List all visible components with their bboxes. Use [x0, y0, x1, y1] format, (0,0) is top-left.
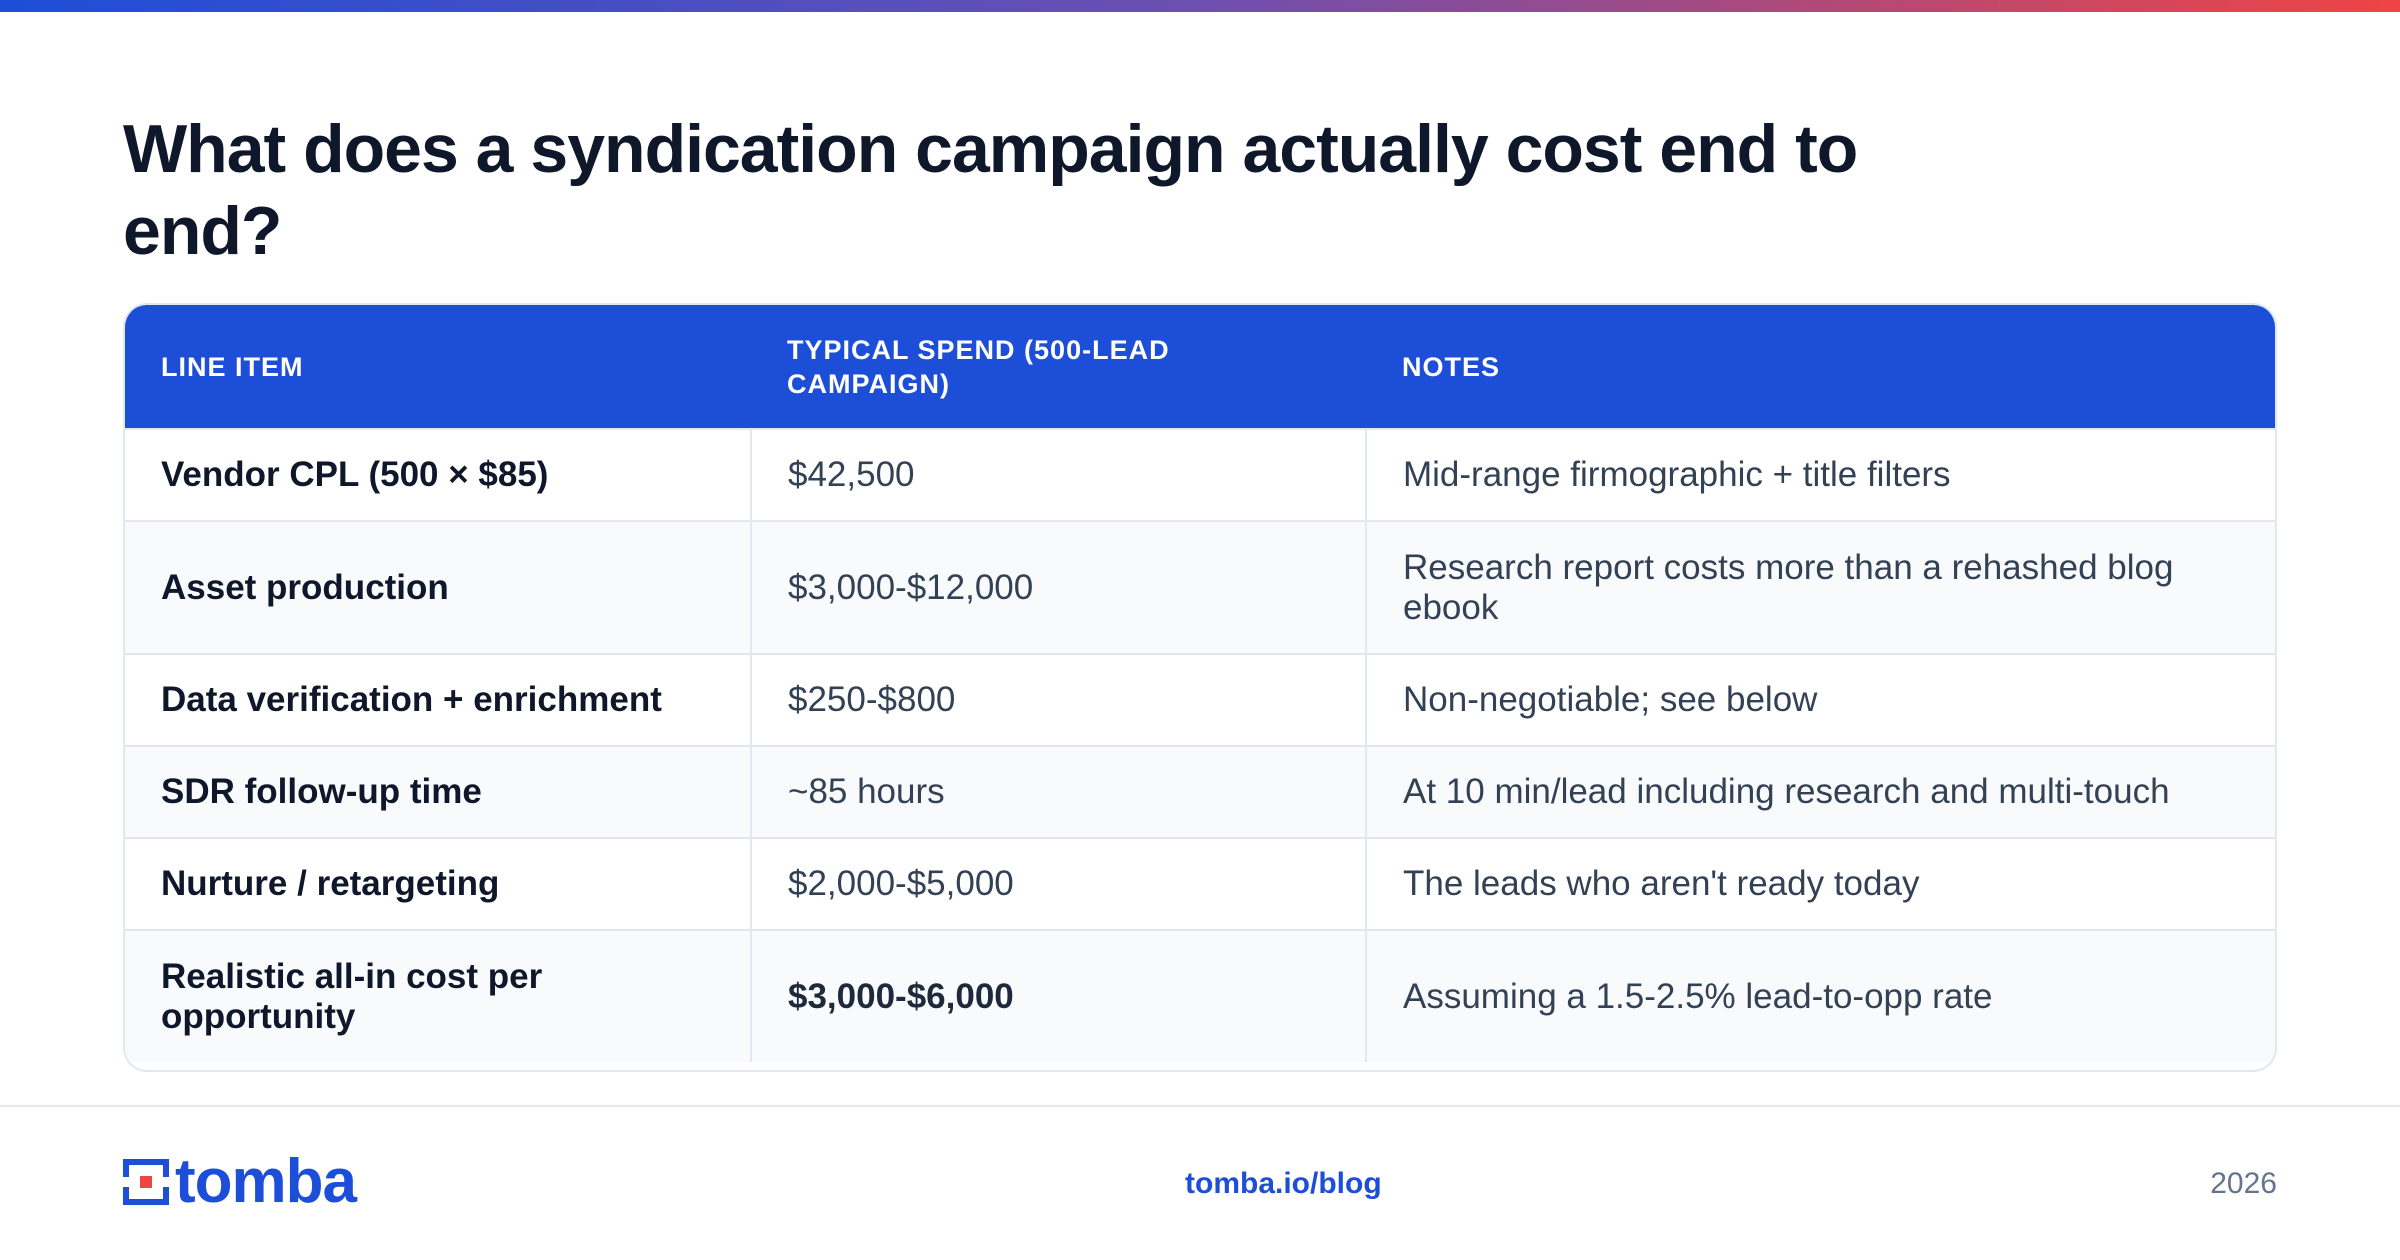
- row-spend: $3,000-$6,000: [750, 930, 1366, 1062]
- footer-year: 2026: [2210, 1167, 2277, 1200]
- row-spend: $42,500: [750, 429, 1366, 521]
- table-row: Data verification + enrichment $250-$800…: [125, 654, 2275, 746]
- row-notes: Assuming a 1.5-2.5% lead-to-opp rate: [1365, 930, 2275, 1062]
- header-typical-spend: TYPICAL SPEND (500-LEAD CAMPAIGN): [787, 334, 1170, 399]
- row-notes: Non-negotiable; see below: [1365, 654, 2275, 746]
- cost-table: LINE ITEM TYPICAL SPEND (500-LEAD CAMPAI…: [123, 303, 2277, 1072]
- row-item: Data verification + enrichment: [161, 680, 662, 719]
- header-notes: NOTES: [1402, 351, 1501, 382]
- table-row: Vendor CPL (500 × $85) $42,500 Mid-range…: [125, 429, 2275, 521]
- row-spend: $2,000-$5,000: [750, 838, 1366, 930]
- row-notes: At 10 min/lead including research and mu…: [1365, 746, 2275, 838]
- logo-wordmark: tomba: [175, 1147, 357, 1216]
- row-item: Vendor CPL (500 × $85): [161, 455, 549, 494]
- table-header-row: LINE ITEM TYPICAL SPEND (500-LEAD CAMPAI…: [125, 305, 2275, 429]
- tomba-logo-mark-icon: [123, 1159, 169, 1205]
- row-notes: The leads who aren't ready today: [1365, 838, 2275, 930]
- row-item: Realistic all-in cost per opportunity: [161, 956, 543, 1036]
- row-spend: $250-$800: [750, 654, 1366, 746]
- row-notes: Mid-range firmographic + title filters: [1365, 429, 2275, 521]
- table-row: Asset production $3,000-$12,000 Research…: [125, 521, 2275, 654]
- row-item: Asset production: [161, 567, 449, 607]
- row-item: Nurture / retargeting: [161, 864, 500, 903]
- page-title: What does a syndication campaign actuall…: [123, 111, 1858, 269]
- header-line-item: LINE ITEM: [161, 351, 304, 382]
- row-spend: $3,000-$12,000: [750, 521, 1366, 654]
- table-row: Nurture / retargeting $2,000-$5,000 The …: [125, 838, 2275, 930]
- footer-divider: [0, 1105, 2400, 1107]
- blog-link[interactable]: tomba.io/blog: [1185, 1167, 1382, 1200]
- row-notes: Research report costs more than a rehash…: [1365, 521, 2275, 654]
- top-gradient-bar: [0, 0, 2400, 12]
- table-row: SDR follow-up time ~85 hours At 10 min/l…: [125, 746, 2275, 838]
- row-item: SDR follow-up time: [161, 772, 482, 811]
- tomba-logo: tomba: [123, 1147, 357, 1216]
- row-spend: ~85 hours: [750, 746, 1366, 838]
- table-row-total: Realistic all-in cost per opportunity $3…: [125, 930, 2275, 1062]
